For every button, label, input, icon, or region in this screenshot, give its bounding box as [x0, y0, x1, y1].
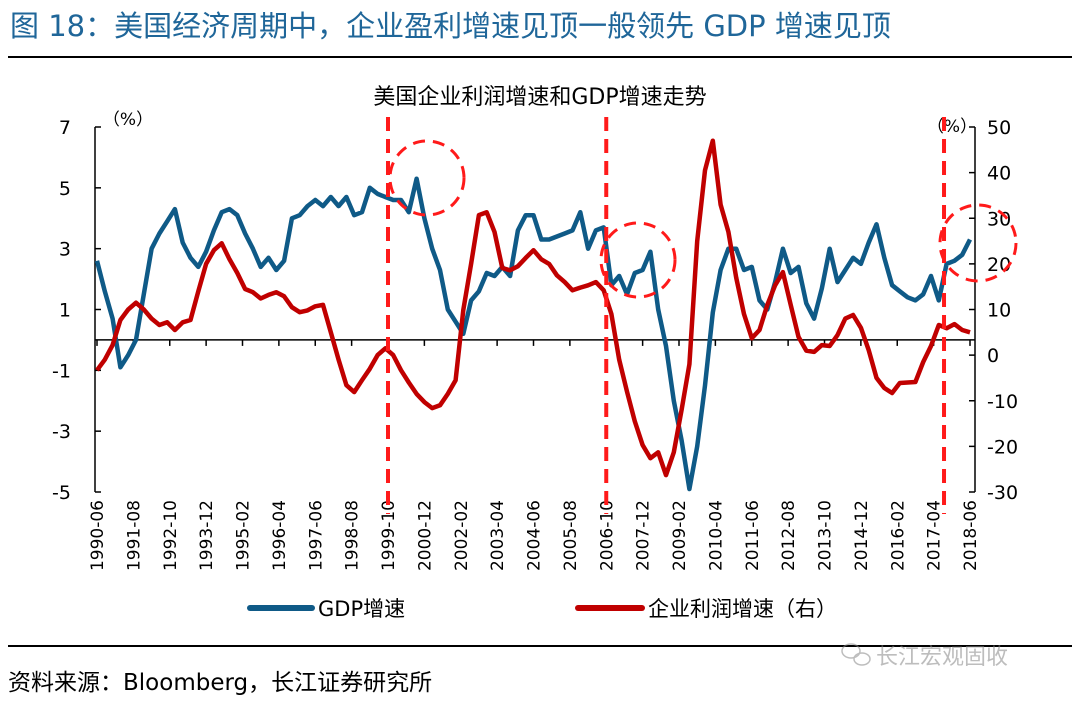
watermark: 长江宏观固收 — [841, 643, 1008, 670]
left-tick-label: -3 — [52, 421, 71, 443]
legend: GDP增速 企业利润增速（右） — [247, 597, 837, 621]
left-axis-unit: （%） — [103, 110, 153, 130]
legend-label-profit: 企业利润增速（右） — [648, 597, 837, 621]
right-tick-label: 10 — [987, 300, 1011, 322]
peak-highlight-circle — [599, 221, 677, 299]
right-tick-label: 0 — [987, 345, 999, 367]
wechat-icon — [841, 643, 871, 666]
x-tick-label: 1990-06 — [88, 500, 108, 571]
legend-label-gdp: GDP增速 — [318, 597, 405, 621]
source-note: 资料来源：Bloomberg，长江证券研究所 — [8, 670, 432, 696]
right-tick-label: 40 — [987, 163, 1011, 185]
peak-highlight-circle — [938, 203, 1018, 283]
right-tick-label: -30 — [987, 482, 1018, 504]
figure-title: 图 18：美国经济周期中，企业盈利增速见顶一般领先 GDP 增速见顶 — [10, 9, 891, 43]
right-axis-unit: （%） — [927, 117, 977, 137]
x-tick-label: 2017-04 — [925, 500, 945, 571]
x-tick-label: 2013-10 — [816, 500, 836, 571]
x-tick-label: 1996-04 — [270, 500, 290, 571]
profit-growth-line — [95, 138, 971, 478]
right-tick-label: 30 — [987, 208, 1011, 230]
left-tick-label: -5 — [52, 482, 71, 504]
peak-highlight-circle — [388, 139, 466, 217]
gdp-growth-line — [94, 176, 973, 492]
x-tick-label: 2011-06 — [743, 500, 763, 571]
left-tick-label: 7 — [59, 117, 71, 139]
x-tick-label: 2006-10 — [597, 500, 617, 571]
x-tick-label: 2010-04 — [706, 500, 726, 571]
x-tick-label: 2000-12 — [415, 500, 435, 571]
right-tick-label: -20 — [987, 436, 1018, 458]
x-tick-label: 2016-02 — [888, 500, 908, 571]
x-tick-label: 1997-06 — [306, 500, 326, 571]
left-tick-label: 5 — [59, 178, 71, 200]
right-tick-label: -10 — [987, 391, 1018, 413]
x-tick-label: 1999-10 — [379, 500, 399, 571]
x-tick-label: 2003-04 — [488, 500, 508, 571]
x-tick-label: 2009-02 — [670, 500, 690, 571]
left-tick-label: -1 — [52, 360, 71, 382]
right-tick-label: 50 — [987, 117, 1011, 139]
x-tick-label: 2014-12 — [852, 500, 872, 571]
x-tick-label: 2007-12 — [634, 500, 654, 571]
x-tick-label: 2005-08 — [561, 500, 581, 571]
x-tick-label: 2018-06 — [961, 500, 981, 571]
x-tick-label: 1991-08 — [124, 500, 144, 571]
left-tick-label: 3 — [59, 239, 71, 261]
left-tick-label: 1 — [59, 300, 71, 322]
x-tick-label: 1992-10 — [161, 500, 181, 571]
x-tick-label: 1998-08 — [343, 500, 363, 571]
x-tick-label: 2012-08 — [779, 500, 799, 571]
x-tick-label: 1995-02 — [234, 500, 254, 571]
x-tick-label: 2002-02 — [452, 500, 472, 571]
watermark-text: 长江宏观固收 — [876, 645, 1008, 670]
chart-title: 美国企业利润增速和GDP增速走势 — [373, 85, 706, 110]
x-tick-label: 1993-12 — [197, 500, 217, 571]
x-tick-label: 2004-06 — [525, 500, 545, 571]
